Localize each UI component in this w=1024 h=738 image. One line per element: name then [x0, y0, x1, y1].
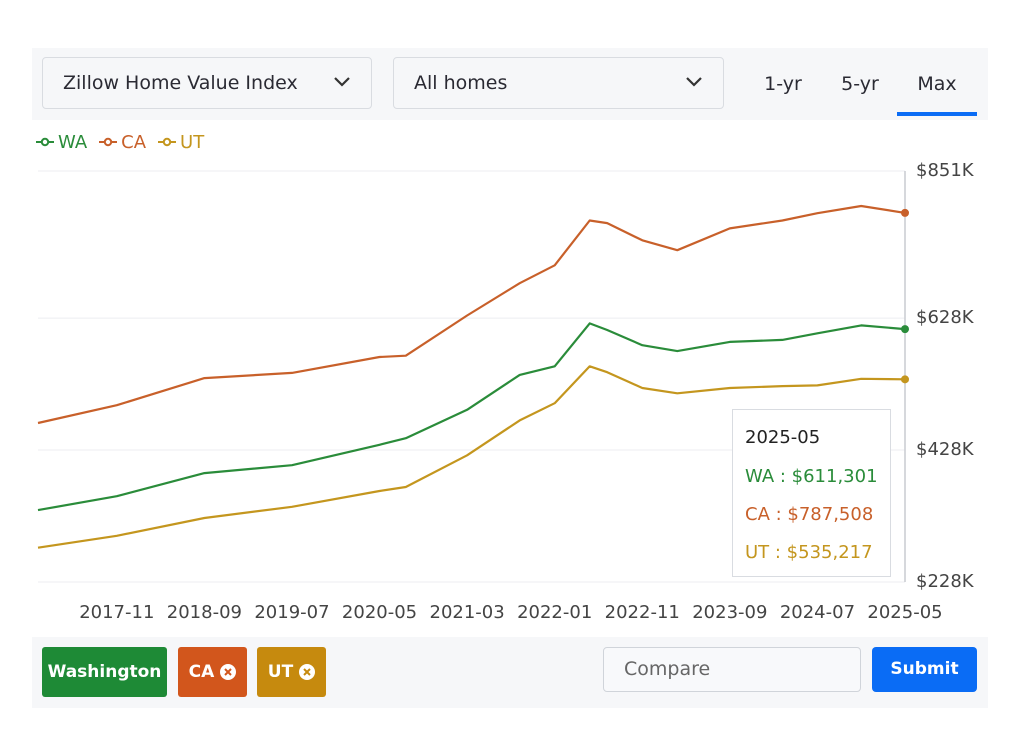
legend-item: WA: [36, 130, 87, 154]
legend-item: UT: [158, 130, 204, 154]
legend-label: UT: [180, 131, 205, 153]
range-tab[interactable]: 5-yr: [841, 73, 879, 95]
metric-dropdown[interactable]: Zillow Home Value Index: [42, 57, 372, 109]
tooltip-title: 2025-05: [745, 427, 821, 448]
range-tab[interactable]: 1-yr: [764, 73, 802, 95]
home-type-dropdown[interactable]: All homes: [393, 57, 724, 109]
remove-icon[interactable]: [220, 664, 237, 680]
submit-button[interactable]: Submit: [872, 647, 977, 692]
chip-label: Washington: [47, 662, 162, 682]
legend-label: CA: [121, 131, 147, 153]
chip[interactable]: CA: [178, 647, 247, 697]
compare-placeholder: Compare: [624, 658, 711, 680]
range-tab[interactable]: Max: [897, 60, 977, 116]
chip-label: UT: [267, 662, 294, 682]
chevron: [334, 77, 350, 87]
legend-item: CA: [99, 130, 146, 154]
tooltip-entry: CA : $787,508: [745, 504, 874, 525]
legend-icon: [158, 137, 177, 147]
tooltip: 2025-05 WA : $611,301 CA : $787,508 UT : $…: [732, 409, 891, 577]
tooltip-entry: WA : $611,301: [745, 466, 878, 487]
chip[interactable]: Washington: [42, 647, 167, 697]
remove-icon[interactable]: [299, 664, 316, 680]
metric-label: Zillow Home Value Index: [63, 72, 298, 94]
legend-icon: [36, 137, 54, 147]
home-type-label: All homes: [414, 72, 508, 94]
legend-icon: [99, 137, 118, 147]
legend: WA CA UT: [36, 130, 204, 154]
chevron: [686, 77, 702, 87]
tooltip-entry: UT : $535,217: [745, 542, 873, 563]
submit-label: Submit: [890, 659, 959, 679]
chip[interactable]: UT: [257, 647, 326, 697]
chip-label: CA: [188, 662, 215, 682]
legend-label: WA: [58, 131, 88, 153]
compare-input[interactable]: Compare: [603, 647, 861, 692]
